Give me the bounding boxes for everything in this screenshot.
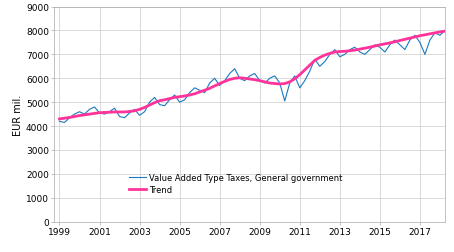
- Trend: [312, 59, 317, 62]
- Legend: Value Added Type Taxes, General government, Trend: Value Added Type Taxes, General governme…: [129, 174, 342, 194]
- Value Added Type Taxes, General government: [412, 35, 418, 38]
- Trend: [292, 78, 297, 81]
- Value Added Type Taxes, General government: [302, 80, 307, 83]
- Value Added Type Taxes, General government: [57, 120, 62, 123]
- Value Added Type Taxes, General government: [237, 77, 242, 80]
- Trend: [407, 38, 413, 41]
- Trend: [327, 53, 332, 56]
- Line: Trend: Trend: [59, 31, 454, 119]
- Value Added Type Taxes, General government: [317, 66, 322, 69]
- Value Added Type Taxes, General government: [297, 87, 302, 90]
- Line: Value Added Type Taxes, General government: Value Added Type Taxes, General governme…: [59, 24, 454, 123]
- Value Added Type Taxes, General government: [332, 49, 337, 52]
- Trend: [297, 74, 302, 77]
- Trend: [57, 118, 62, 121]
- Trend: [232, 77, 237, 80]
- Y-axis label: EUR mil.: EUR mil.: [13, 94, 23, 135]
- Trend: [452, 29, 454, 33]
- Value Added Type Taxes, General government: [452, 23, 454, 26]
- Value Added Type Taxes, General government: [62, 121, 67, 124]
